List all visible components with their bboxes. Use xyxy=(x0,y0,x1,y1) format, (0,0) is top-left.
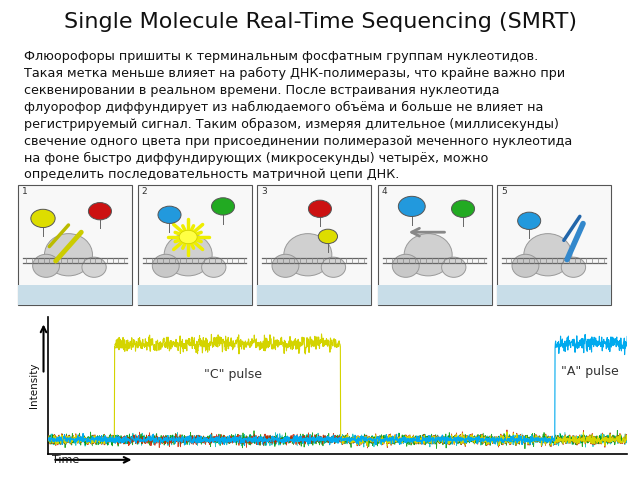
Circle shape xyxy=(31,209,55,228)
Text: Time: Time xyxy=(52,455,80,465)
Bar xyxy=(18,285,132,305)
Ellipse shape xyxy=(321,257,346,277)
Text: 1: 1 xyxy=(22,187,28,196)
Bar xyxy=(18,185,132,305)
Text: "A" pulse: "A" pulse xyxy=(561,365,618,378)
Text: Флюорофоры пришиты к терминальным фосфатным группам нуклеотидов.
Такая метка мен: Флюорофоры пришиты к терминальным фосфат… xyxy=(24,50,573,181)
Bar xyxy=(138,185,252,305)
Ellipse shape xyxy=(442,257,466,277)
Circle shape xyxy=(179,230,197,244)
Text: Intensity: Intensity xyxy=(29,362,38,408)
Circle shape xyxy=(398,196,425,216)
Bar xyxy=(497,285,611,305)
Circle shape xyxy=(211,198,235,215)
Ellipse shape xyxy=(404,234,452,276)
Circle shape xyxy=(308,200,332,217)
Text: "C" pulse: "C" pulse xyxy=(204,368,262,381)
Ellipse shape xyxy=(152,254,179,277)
Text: 3: 3 xyxy=(261,187,267,196)
Text: Single Molecule Real-Time Sequencing (SMRT): Single Molecule Real-Time Sequencing (SM… xyxy=(63,12,577,32)
Circle shape xyxy=(158,206,181,224)
Ellipse shape xyxy=(33,254,60,277)
Bar xyxy=(497,185,611,305)
Ellipse shape xyxy=(561,257,586,277)
Ellipse shape xyxy=(524,234,572,276)
Circle shape xyxy=(318,229,337,244)
Ellipse shape xyxy=(512,254,539,277)
Circle shape xyxy=(88,203,111,220)
Bar xyxy=(378,285,492,305)
Text: 5: 5 xyxy=(501,187,507,196)
Bar xyxy=(138,285,252,305)
Circle shape xyxy=(452,200,475,217)
Ellipse shape xyxy=(82,257,106,277)
Text: 4: 4 xyxy=(381,187,387,196)
Ellipse shape xyxy=(272,254,299,277)
Ellipse shape xyxy=(202,257,226,277)
Bar xyxy=(257,185,371,305)
Ellipse shape xyxy=(45,234,93,276)
Bar xyxy=(378,185,492,305)
Text: 2: 2 xyxy=(141,187,147,196)
Circle shape xyxy=(518,212,541,229)
Bar xyxy=(257,285,371,305)
Ellipse shape xyxy=(392,254,419,277)
Ellipse shape xyxy=(284,234,332,276)
Ellipse shape xyxy=(164,234,212,276)
